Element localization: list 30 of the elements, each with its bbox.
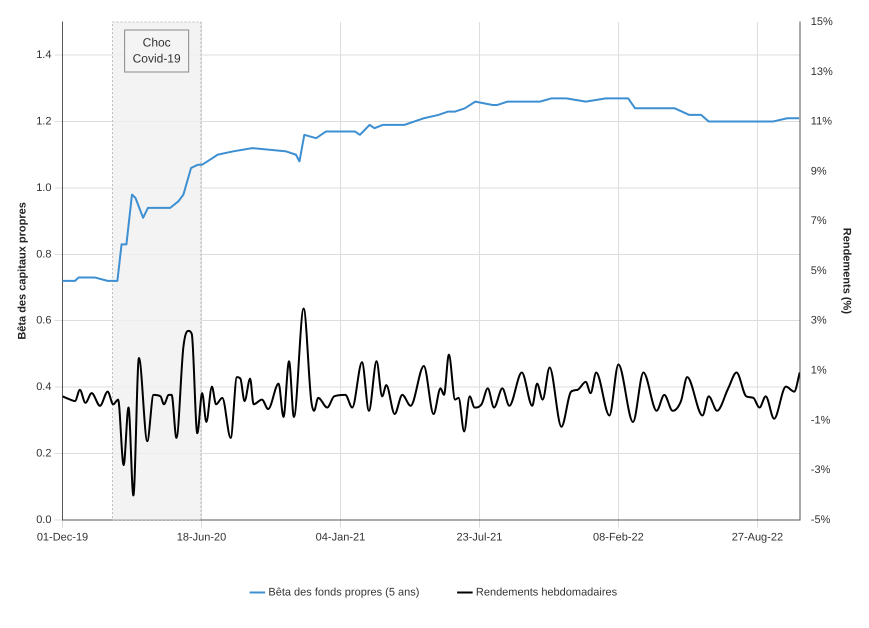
y2-tick-label: 9% xyxy=(810,165,827,178)
y-tick-label: 0.2 xyxy=(36,447,52,460)
band-label: Choc Covid-19 xyxy=(132,35,181,66)
y2-tick-label: -3% xyxy=(810,464,831,476)
y-tick-label: 1.0 xyxy=(36,182,52,194)
legend-label: Bêta des fonds propres (5 ans) xyxy=(268,586,420,599)
x-tick-label: 01-Dec-19 xyxy=(36,531,88,544)
y2-tick-label: -5% xyxy=(810,514,831,526)
y-tick-label: 0.8 xyxy=(36,248,52,260)
y-axis-title: Bêta des capitaux propres xyxy=(16,202,29,340)
y2-axis-title: Rendements (%) xyxy=(840,228,852,314)
x-tick-label: 08-Feb-22 xyxy=(593,531,644,544)
x-tick-label: 27-Aug-22 xyxy=(732,531,784,544)
y-tick-label: 1.4 xyxy=(36,49,52,62)
y-tick-label: 0.6 xyxy=(36,314,52,327)
x-tick-label: 18-Jun-20 xyxy=(176,531,226,544)
x-tick-label: 23-Jul-21 xyxy=(456,531,502,544)
y2-tick-label: 3% xyxy=(810,314,827,327)
y2-tick-label: 7% xyxy=(810,215,827,228)
y2-tick-label: 11% xyxy=(810,116,832,128)
y-tick-label: 0.0 xyxy=(36,514,52,526)
x-tick-label: 04-Jan-21 xyxy=(316,531,366,544)
y-tick-label: 1.2 xyxy=(36,116,52,128)
y2-tick-label: 13% xyxy=(810,66,834,78)
y2-tick-label: 5% xyxy=(810,264,827,277)
legend-label: Rendements hebdomadaires xyxy=(476,586,618,599)
y2-tick-label: -1% xyxy=(810,414,831,426)
y2-tick-label: 1% xyxy=(810,364,827,376)
y-tick-label: 0.4 xyxy=(36,381,52,394)
y2-tick-label: 15% xyxy=(810,16,834,28)
